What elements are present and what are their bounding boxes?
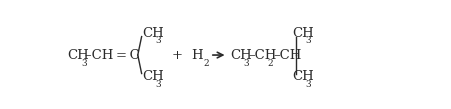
Text: 3: 3 <box>155 80 161 89</box>
Text: –CH = C: –CH = C <box>85 49 140 62</box>
Text: 3: 3 <box>81 59 87 68</box>
Text: 2: 2 <box>267 59 272 68</box>
Text: 3: 3 <box>304 36 310 45</box>
Text: 2: 2 <box>203 59 208 68</box>
Text: H: H <box>191 49 202 62</box>
Text: –CH: –CH <box>248 49 276 62</box>
Text: +: + <box>171 49 183 62</box>
Text: CH: CH <box>142 70 164 83</box>
Text: 3: 3 <box>304 80 310 89</box>
Text: CH: CH <box>230 49 251 62</box>
Text: 3: 3 <box>155 36 161 45</box>
Text: CH: CH <box>291 27 313 40</box>
Text: 3: 3 <box>243 59 249 68</box>
Text: CH: CH <box>68 49 89 62</box>
Text: CH: CH <box>142 27 164 40</box>
Text: –CH: –CH <box>273 49 301 62</box>
Text: CH: CH <box>291 70 313 83</box>
